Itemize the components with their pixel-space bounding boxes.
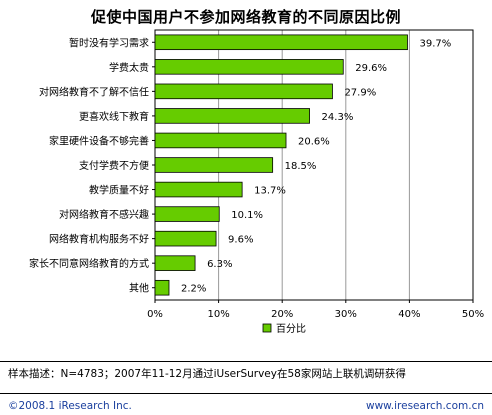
- data-label-2: 27.9%: [344, 87, 376, 98]
- bar-9: [154, 255, 196, 271]
- bar-3: [154, 108, 310, 124]
- bar-10: [154, 279, 170, 296]
- category-label-0: 暂时没有学习需求: [69, 36, 149, 49]
- x-tick-label-1: 10%: [207, 309, 229, 320]
- category-label-6: 教学质量不好: [89, 184, 149, 197]
- category-label-10: 其他: [129, 282, 149, 295]
- x-tick-label-0: 0%: [147, 309, 163, 320]
- data-label-7: 10.1%: [231, 210, 263, 221]
- data-label-4: 20.6%: [298, 136, 330, 147]
- category-label-1: 学费太贵: [109, 61, 149, 74]
- website-text: www.iresearch.com.cn: [365, 400, 484, 412]
- category-label-4: 家里硬件设备不够完善: [49, 134, 149, 147]
- sample-description: 样本描述：N=4783；2007年11-12月通过iUserSurvey在58家…: [8, 368, 406, 380]
- bar-1: [154, 59, 344, 75]
- legend-swatch: [262, 323, 272, 333]
- x-tick-label-2: 20%: [271, 309, 293, 320]
- divider-bottom: [0, 393, 492, 394]
- data-label-0: 39.7%: [419, 38, 451, 49]
- bar-4: [154, 132, 287, 149]
- copyright-text: ©2008.1 iResearch Inc.: [8, 400, 132, 412]
- bar-5: [154, 157, 274, 173]
- bar-7: [154, 206, 220, 222]
- category-label-2: 对网络教育不了解不信任: [39, 85, 149, 98]
- bar-chart: 0% 10% 20% 30% 40% 50% 暂时没有学习需求 39.7% 学费太贵 29.6% 对…: [29, 29, 484, 335]
- x-tick-label-3: 30%: [335, 309, 357, 320]
- bar-6: [154, 181, 243, 198]
- bar-0: [154, 34, 408, 51]
- data-label-3: 24.3%: [322, 112, 354, 123]
- bar-8: [154, 230, 217, 247]
- data-label-6: 13.7%: [254, 186, 286, 197]
- data-label-5: 18.5%: [285, 161, 317, 172]
- x-tick-label-5: 50%: [462, 309, 484, 320]
- category-label-5: 支付学费不方便: [79, 159, 149, 172]
- category-label-7: 对网络教育不感兴趣: [59, 208, 149, 221]
- category-label-8: 网络教育机构服务不好: [49, 233, 149, 246]
- data-label-1: 29.6%: [355, 63, 387, 74]
- divider-top: [0, 361, 492, 362]
- data-label-8: 9.6%: [228, 235, 253, 246]
- data-label-9: 6.3%: [207, 259, 232, 270]
- legend-label: 百分比: [276, 323, 306, 335]
- data-label-10: 2.2%: [181, 284, 206, 295]
- chart-title: 促使中国用户不参加网络教育的不同原因比例: [90, 8, 401, 26]
- bar-2: [154, 83, 333, 100]
- category-label-9: 家长不同意网络教育的方式: [29, 257, 149, 270]
- x-tick-label-4: 40%: [398, 309, 420, 320]
- category-label-3: 更喜欢线下教育: [79, 110, 149, 123]
